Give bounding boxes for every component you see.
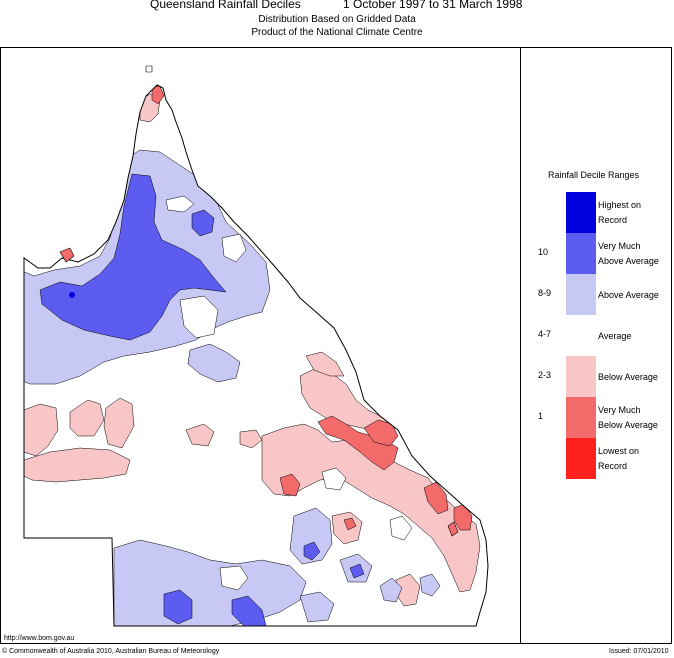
legend-swatch: [566, 438, 596, 479]
map-subtitle-product: Product of the National Climate Centre: [251, 27, 423, 38]
region-very-much-above-average-gulf: [39, 173, 227, 341]
legend-swatch: [566, 274, 596, 315]
legend-item: 2-3 Below Average: [538, 356, 668, 397]
legend-code: 8-9: [538, 288, 552, 298]
legend-label: Very Much Below Average: [598, 405, 658, 430]
legend-label: Above Average: [598, 290, 659, 300]
region-highest-on-record: [69, 292, 75, 298]
legend-code: 4-7: [538, 329, 552, 339]
legend-label: Average: [598, 331, 632, 341]
legend-item: Lowest on Record: [538, 438, 668, 479]
region-very-much-above-average-cape: [191, 209, 215, 237]
footer-issued: Issued: 07/01/2010: [609, 648, 669, 655]
legend-item: 4-7 Average: [538, 315, 668, 356]
legend-item: 8-9 Above Average: [538, 274, 668, 315]
map-period: 1 October 1997 to 31 March 1998: [343, 0, 523, 11]
legend-item: 10 Very Much Above Average: [538, 233, 668, 274]
footer-url[interactable]: http://www.bom.gov.au: [4, 635, 75, 642]
island: [145, 65, 153, 73]
legend-label: Below Average: [598, 372, 658, 382]
queensland-outline: [23, 84, 489, 627]
legend-swatch: [566, 356, 596, 397]
legend-code: 1: [538, 411, 544, 421]
legend-item: 1 Very Much Below Average: [538, 397, 668, 438]
legend-title: Rainfall Decile Ranges: [548, 170, 640, 180]
legend-item: Highest on Record: [538, 192, 668, 233]
legend-divider: [520, 47, 521, 644]
legend-swatch: [566, 397, 596, 438]
map-title: Queensland Rainfall Deciles: [150, 0, 301, 11]
island: [447, 521, 459, 537]
region-very-much-below-average-coast: [317, 415, 399, 471]
legend-swatch: [566, 315, 596, 356]
region-above-average-south: [113, 539, 307, 626]
footer-copyright: © Commonwealth of Australia 2010, Austra…: [2, 648, 220, 655]
legend-label: Very Much Above Average: [598, 241, 659, 266]
island: [59, 247, 75, 263]
legend-label: Highest on Record: [598, 200, 642, 225]
map-subtitle-distribution: Distribution Based on Gridded Data: [258, 14, 416, 25]
map-frame: [0, 47, 672, 644]
legend-swatch: [566, 192, 596, 233]
legend-code: 2-3: [538, 370, 552, 380]
legend-code: 10: [538, 247, 549, 257]
legend-swatch: [566, 233, 596, 274]
legend-label: Lowest on Record: [598, 446, 640, 471]
